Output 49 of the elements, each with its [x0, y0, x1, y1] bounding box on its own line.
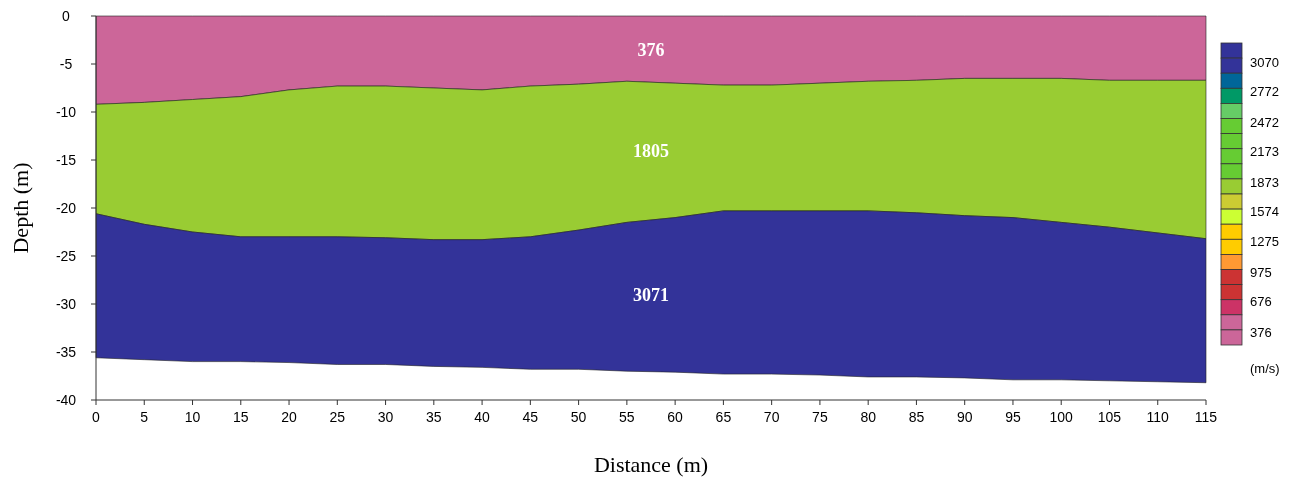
series-label: 1805: [633, 140, 669, 161]
color-bar-label: 376: [1250, 324, 1272, 340]
color-bar-label: 1275: [1250, 234, 1279, 250]
y-axis-title: Depth (m): [8, 162, 33, 254]
x-tick-label: 15: [232, 409, 249, 425]
x-tick-label: 0: [92, 409, 101, 425]
series-label: 3071: [633, 285, 669, 306]
y-tick-label: -5: [59, 55, 73, 72]
x-tick-label: 40: [474, 409, 491, 425]
y-tick-label: -40: [55, 391, 77, 408]
x-tick-label: 65: [715, 409, 732, 425]
y-tick-label: -35: [55, 343, 77, 360]
x-tick-label: 95: [1005, 409, 1021, 425]
x-tick-label: 115: [1194, 409, 1218, 425]
color-bar-label: 676: [1250, 294, 1272, 310]
x-tick-label: 75: [812, 409, 828, 425]
x-tick-label: 10: [184, 409, 201, 425]
y-tick-label: -30: [55, 295, 77, 312]
x-tick-label: 100: [1049, 409, 1074, 425]
color-bar-title: (m/s): [1250, 361, 1280, 376]
x-tick-label: 105: [1097, 409, 1122, 425]
x-tick-label: 90: [956, 409, 973, 425]
color-bar-label: 1574: [1250, 204, 1279, 220]
x-tick-label: 55: [619, 409, 635, 425]
series-label: 376: [637, 39, 665, 60]
x-tick-label: 50: [570, 409, 587, 425]
x-tick-label: 70: [763, 409, 780, 425]
y-tick-label: -15: [55, 151, 77, 168]
color-bar-label: 1873: [1250, 174, 1279, 190]
x-tick-label: 80: [860, 409, 877, 425]
x-tick-label: 85: [908, 409, 925, 425]
x-axis-title: Distance (m): [593, 452, 709, 477]
x-tick-label: 25: [329, 409, 346, 425]
color-bar-label: 2173: [1250, 144, 1279, 160]
y-tick-label: 0: [62, 7, 71, 24]
color-bar-label: 2772: [1250, 84, 1279, 100]
color-bar-label: 975: [1250, 264, 1272, 280]
x-tick-label: 110: [1146, 409, 1170, 425]
x-tick-label: 5: [140, 409, 149, 425]
color-bar-label: 2472: [1250, 114, 1279, 130]
color-bar-label: 3070: [1250, 54, 1279, 70]
y-tick-label: -10: [55, 103, 77, 120]
y-tick-label: -25: [55, 247, 77, 264]
y-tick-label: -20: [55, 199, 77, 216]
x-tick-label: 20: [281, 409, 298, 425]
x-tick-label: 30: [377, 409, 394, 425]
x-tick-label: 45: [522, 409, 539, 425]
x-tick-label: 35: [426, 409, 442, 425]
x-tick-label: 60: [667, 409, 684, 425]
